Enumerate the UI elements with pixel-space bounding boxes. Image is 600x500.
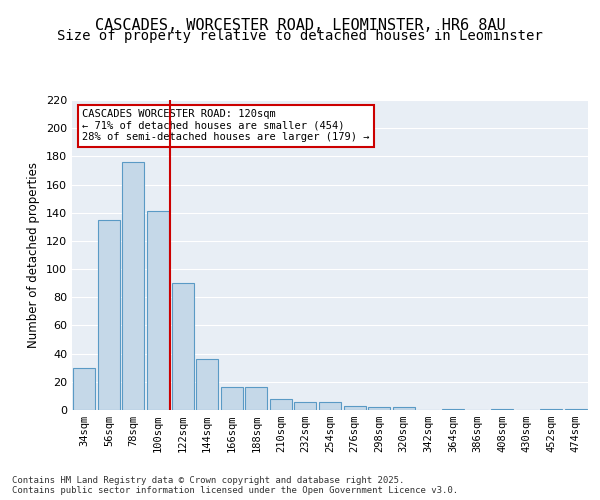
Bar bbox=[392, 407, 415, 410]
Bar bbox=[245, 388, 268, 410]
Bar bbox=[172, 283, 194, 410]
Bar bbox=[73, 368, 95, 410]
Bar bbox=[491, 408, 513, 410]
Text: Contains HM Land Registry data © Crown copyright and database right 2025.
Contai: Contains HM Land Registry data © Crown c… bbox=[12, 476, 458, 495]
Y-axis label: Number of detached properties: Number of detached properties bbox=[28, 162, 40, 348]
Bar bbox=[319, 402, 341, 410]
Bar bbox=[442, 408, 464, 410]
Bar bbox=[565, 408, 587, 410]
Text: CASCADES, WORCESTER ROAD, LEOMINSTER, HR6 8AU: CASCADES, WORCESTER ROAD, LEOMINSTER, HR… bbox=[95, 18, 505, 32]
Bar bbox=[147, 212, 169, 410]
Bar bbox=[344, 406, 365, 410]
Bar bbox=[295, 402, 316, 410]
Bar bbox=[98, 220, 120, 410]
Text: Size of property relative to detached houses in Leominster: Size of property relative to detached ho… bbox=[57, 29, 543, 43]
Bar bbox=[122, 162, 145, 410]
Bar bbox=[540, 408, 562, 410]
Bar bbox=[368, 407, 390, 410]
Bar bbox=[270, 398, 292, 410]
Bar bbox=[221, 388, 243, 410]
Text: CASCADES WORCESTER ROAD: 120sqm
← 71% of detached houses are smaller (454)
28% o: CASCADES WORCESTER ROAD: 120sqm ← 71% of… bbox=[82, 110, 370, 142]
Bar bbox=[196, 360, 218, 410]
